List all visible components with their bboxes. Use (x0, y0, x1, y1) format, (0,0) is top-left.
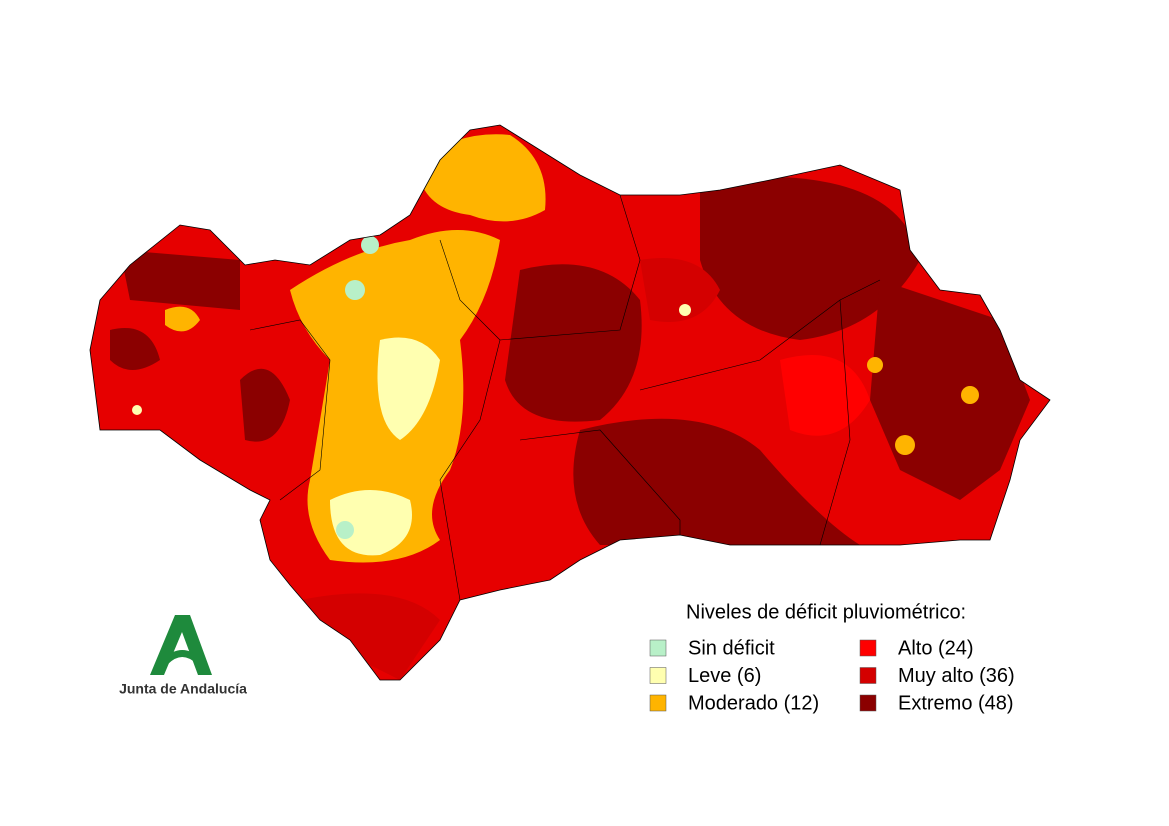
legend-label: Alto (24) (898, 637, 974, 659)
legend-title: Niveles de déficit pluviométrico: (686, 601, 966, 623)
province-borders (249, 194, 881, 601)
legend-label: Moderado (12) (688, 692, 819, 714)
legend-label: Sin déficit (688, 637, 775, 659)
legend-label: Leve (6) (688, 665, 761, 687)
legend-swatch (859, 639, 877, 657)
legend-label: Extremo (48) (898, 692, 1014, 714)
legend: Niveles de déficit pluviométrico: Sin dé… (649, 601, 1015, 714)
logo: Junta de Andalucía (119, 615, 247, 697)
legend-swatch (649, 667, 667, 684)
legend-swatch (649, 694, 667, 712)
legend-swatch (649, 639, 667, 657)
logo-text: Junta de Andalucía (119, 681, 247, 697)
legend-swatch (859, 694, 877, 712)
legend-label: Muy alto (36) (898, 665, 1015, 687)
legend-swatch (859, 667, 877, 684)
deficit-map (90, 125, 1050, 680)
